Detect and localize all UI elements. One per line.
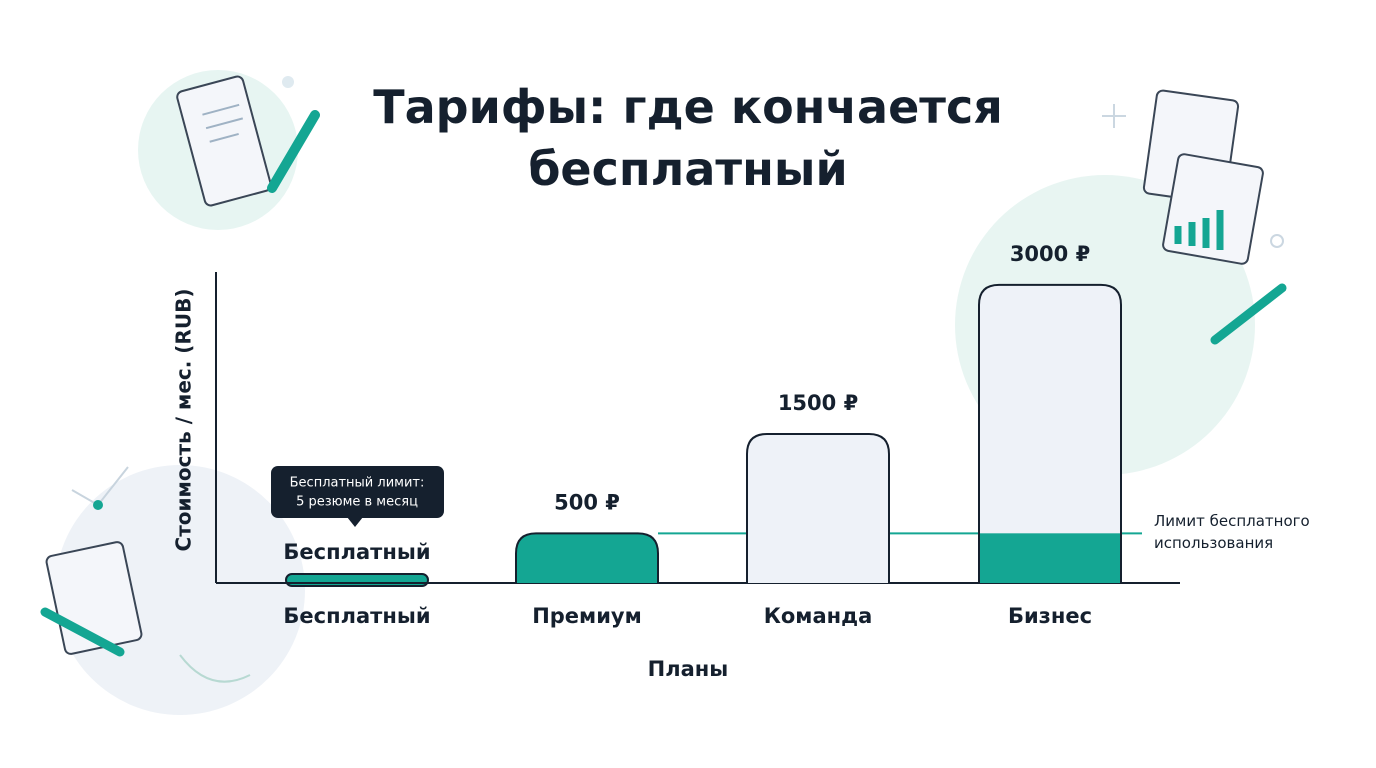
free-plan-strip <box>285 573 429 587</box>
x-tick-label: Бизнес <box>1008 604 1092 628</box>
annotation-line: 5 резюме в месяц <box>296 495 418 510</box>
bar-outline <box>515 532 659 583</box>
y-axis-label: Стоимость / мес. (RUB) <box>172 289 196 552</box>
bar <box>516 533 658 583</box>
bar <box>979 284 1121 583</box>
annotation: Бесплатный лимит: 5 резюме в месяц <box>271 466 444 527</box>
bar-outline <box>746 432 890 583</box>
x-tick-label: Команда <box>764 604 873 628</box>
chart-title: Тарифы: где кончается бесплатный <box>373 80 1003 196</box>
value-label: 1500 ₽ <box>778 391 858 415</box>
limit-label: Лимит бесплатного <box>1154 512 1310 530</box>
value-label: 500 ₽ <box>554 490 620 514</box>
decoration <box>40 70 1287 715</box>
limit-fill <box>979 533 1121 583</box>
value-label: Бесплатный <box>283 540 430 564</box>
x-tick-label: Премиум <box>532 604 642 628</box>
value-label: 3000 ₽ <box>1010 242 1090 266</box>
annotation-line: Бесплатный лимит: <box>290 476 425 491</box>
bar-outline <box>978 283 1122 583</box>
limit-label: использования <box>1154 534 1273 552</box>
x-tick-label: Бесплатный <box>283 604 430 628</box>
bar <box>747 433 889 583</box>
x-axis-label: Планы <box>648 657 729 681</box>
